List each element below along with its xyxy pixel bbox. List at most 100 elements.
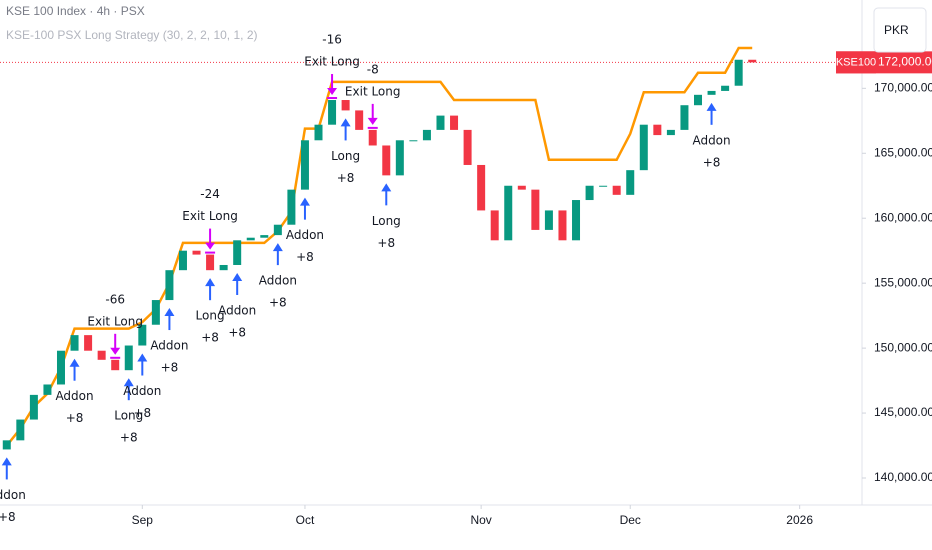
candle [97,350,106,360]
exit-label: Exit Long [182,209,238,223]
candle [382,145,391,176]
candle [680,105,689,130]
entry-label: +8 [337,171,355,185]
entry-arrow-head [272,243,283,252]
candle [490,210,499,241]
price-tag-label: 172,000.00 [878,55,932,69]
strategy-title: KSE-100 PSX Long Strategy (30, 2, 2, 10,… [6,28,257,42]
y-tick-label: 145,000.00 [874,405,932,419]
y-tick-label: 155,000.00 [874,275,932,289]
entry-label: Long [114,409,143,423]
candle [368,129,377,146]
entry-label: +8 [703,155,721,169]
candle [233,240,242,265]
candle [328,100,337,125]
entry-label: +8 [66,411,84,425]
candle [450,115,459,130]
y-tick-label: 140,000.00 [874,470,932,484]
candle [477,164,486,211]
candle [16,419,25,441]
candle [395,140,404,176]
candle [694,94,703,106]
candle [246,237,255,241]
entry-arrow-head [340,118,351,127]
entry-arrow-head [69,358,80,367]
entry-label: +8 [296,250,314,264]
candle [463,129,472,165]
candle [504,185,513,241]
x-tick-label: Oct [296,513,315,527]
entry-arrow-head [299,197,310,206]
entry-arrow-head [706,102,717,111]
entry-label: Addon [55,389,93,403]
trailing-stop-line [5,46,753,447]
y-tick-label: 170,000.00 [874,80,932,94]
candle [639,124,648,171]
candle [29,394,38,420]
candle [124,345,133,371]
candle [43,384,52,395]
candle [287,189,296,225]
entry-label: +8 [133,406,151,420]
x-tick-label: Sep [132,513,154,527]
x-tick-label: Nov [470,513,491,527]
exit-label: -24 [200,187,220,201]
candle [666,129,675,136]
candle [721,85,730,91]
entry-label: Addon [218,303,256,317]
entry-arrow-head [1,457,12,466]
entry-label: Long [196,309,225,323]
entry-label: Addon [286,228,324,242]
price-tag-name-box [836,51,876,74]
entry-label: Addon [0,488,26,502]
y-tick-label: 165,000.00 [874,145,932,159]
entry-label: Addon [692,133,730,147]
entry-label: +8 [377,236,395,250]
candle [558,210,567,241]
candle [572,200,581,241]
entry-label: +8 [0,510,16,524]
candle [206,254,215,271]
entry-label: Addon [259,274,297,288]
price-tag-name: KSE100 [836,56,876,68]
candle [192,250,201,255]
entry-label: Addon [123,384,161,398]
y-tick-label: 150,000.00 [874,340,932,354]
candle [2,440,11,450]
exit-label: Exit Long [345,84,401,98]
entry-label: +8 [161,361,179,375]
candle [544,210,553,230]
entry-arrow-head [381,183,392,192]
entry-label: +8 [201,331,219,345]
entry-arrow-head [232,272,243,281]
candle [260,235,269,238]
exit-arrow-head [110,347,121,355]
candle [341,100,350,111]
currency[interactable]: PKR [884,23,909,37]
entry-label: +8 [228,325,246,339]
candle [138,324,147,346]
candle [355,110,364,130]
x-tick-label: Dec [620,513,641,527]
entry-arrow-head [137,353,148,362]
entry-label: +8 [269,296,287,310]
candle [70,335,79,351]
candle [300,140,309,190]
entry-arrow-head [205,278,216,287]
candle [436,115,445,130]
candle [219,264,228,271]
candle [585,185,594,201]
candle [165,270,174,301]
candle [517,185,526,190]
currency-box[interactable] [873,7,927,53]
candle [273,224,282,236]
exit-label: Exit Long [304,55,360,69]
plot: 140,000.00 145,000.00 150,000.00 155,000.00… [0,33,932,527]
candle [599,185,608,187]
exit-arrow-head [367,117,378,125]
candle [707,90,716,95]
symbol-title: KSE 100 Index · 4h · PSX [6,4,145,18]
entry-label: Long [331,149,360,163]
entry-arrow-head [164,308,175,317]
